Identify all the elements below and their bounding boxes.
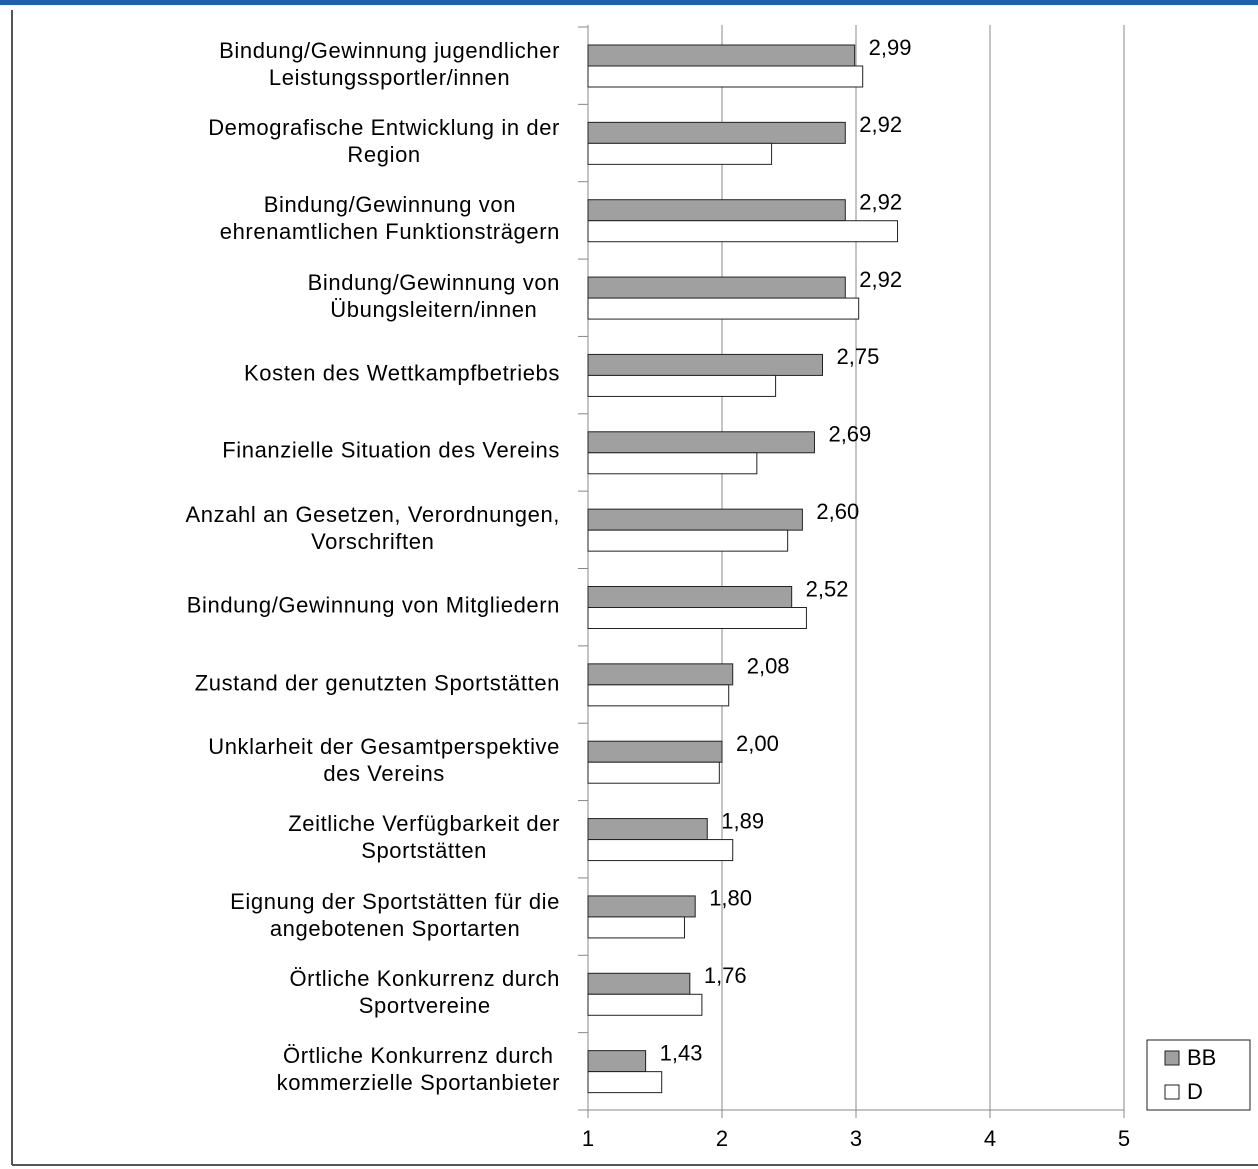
bar xyxy=(587,586,793,608)
x-tick-label: 1 xyxy=(582,1126,594,1151)
legend-box xyxy=(1146,1039,1251,1111)
value-label: 2,92 xyxy=(859,112,902,137)
value-label: 1,89 xyxy=(721,808,764,833)
bar xyxy=(587,839,734,862)
bar xyxy=(587,452,758,475)
category-label: Bindung/Gewinnung von Mitgliedern xyxy=(186,592,560,618)
bar xyxy=(587,1071,663,1094)
category-label: Finanzielle Situation des Vereins xyxy=(222,437,560,463)
bar xyxy=(587,121,846,144)
bar xyxy=(587,431,815,454)
bar xyxy=(587,684,730,707)
category-label: Eignung der Sportstätten für die angebot… xyxy=(230,888,560,941)
category-label: Bindung/Gewinnung von ehrenamtlichen Fun… xyxy=(219,192,560,245)
bar xyxy=(587,374,777,397)
category-label: Zeitliche Verfügbarkeit der Sportstätten xyxy=(288,811,560,864)
x-tick-label: 3 xyxy=(850,1126,862,1151)
bar xyxy=(587,65,864,88)
value-label: 2,92 xyxy=(859,190,902,215)
category-label: Bindung/Gewinnung von Übungsleitern/inne… xyxy=(307,269,560,322)
x-tick-label: 4 xyxy=(984,1126,996,1151)
bar xyxy=(587,740,723,763)
bar xyxy=(587,529,789,552)
bar xyxy=(587,297,860,320)
bar xyxy=(587,972,691,995)
category-label: Zustand der genutzten Sportstätten xyxy=(194,670,560,696)
value-label: 1,76 xyxy=(704,963,747,988)
bar xyxy=(587,44,856,67)
bar xyxy=(587,916,685,939)
bar xyxy=(587,508,803,531)
x-tick-label: 2 xyxy=(716,1126,728,1151)
value-label: 2,92 xyxy=(859,267,902,292)
value-label: 1,80 xyxy=(709,886,752,911)
value-label: 2,00 xyxy=(736,731,779,756)
category-label: Bindung/Gewinnung jugendlicher Leistungs… xyxy=(219,37,560,90)
bar xyxy=(587,607,807,629)
bar xyxy=(587,663,734,686)
bar xyxy=(587,199,846,222)
x-tick-label: 5 xyxy=(1118,1126,1130,1151)
category-label: Örtliche Konkurrenz durch Sportvereine xyxy=(289,965,560,1018)
bar xyxy=(587,895,696,918)
legend-swatch xyxy=(1164,1050,1180,1066)
bar xyxy=(587,142,773,165)
bar xyxy=(587,761,720,784)
bar xyxy=(587,220,899,243)
bar xyxy=(587,818,708,841)
value-label: 2,69 xyxy=(828,422,871,447)
bar xyxy=(587,993,703,1016)
value-label: 2,60 xyxy=(816,499,859,524)
bar xyxy=(587,276,846,299)
value-label: 2,52 xyxy=(806,576,849,601)
top-band xyxy=(0,0,1258,5)
legend-label: D xyxy=(1187,1079,1203,1104)
bar xyxy=(587,353,823,376)
category-label: Anzahl an Gesetzen, Verordnungen, Vorsch… xyxy=(185,501,560,554)
category-label: Unklarheit der Gesamtperspektive des Ver… xyxy=(208,733,560,786)
category-label: Demografische Entwicklung in der Region xyxy=(208,115,560,168)
category-label: Kosten des Wettkampfbetriebs xyxy=(244,360,560,386)
value-label: 2,75 xyxy=(837,344,880,369)
value-label: 1,43 xyxy=(660,1040,703,1065)
category-label: Örtliche Konkurrenz durch kommerzielle S… xyxy=(276,1043,560,1096)
value-label: 2,99 xyxy=(869,35,912,60)
value-label: 2,08 xyxy=(747,654,790,679)
legend-swatch xyxy=(1164,1084,1180,1100)
legend-label: BB xyxy=(1187,1045,1216,1070)
bar xyxy=(587,1050,647,1073)
